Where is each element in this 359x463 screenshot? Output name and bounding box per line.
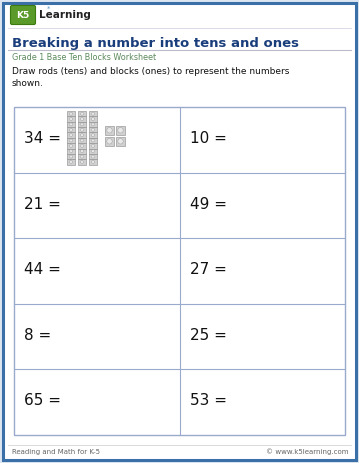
Bar [89,116,97,122]
Circle shape [92,155,94,158]
Circle shape [70,123,73,126]
Bar [89,159,97,165]
Text: © www.k5learning.com: © www.k5learning.com [266,449,349,455]
Bar [67,143,75,149]
Circle shape [92,139,94,142]
Circle shape [92,118,94,120]
Circle shape [92,128,94,131]
Bar [78,127,86,132]
Text: 53 =: 53 = [190,394,227,408]
Bar [105,137,114,146]
Text: Grade 1 Base Ten Blocks Worksheet: Grade 1 Base Ten Blocks Worksheet [12,52,156,62]
Text: *: * [47,6,51,12]
Bar [89,143,97,149]
Bar [89,132,97,138]
Text: 49 =: 49 = [190,197,227,212]
Bar [67,111,75,116]
Circle shape [80,112,84,115]
Bar [67,154,75,159]
Text: Draw rods (tens) and blocks (ones) to represent the numbers: Draw rods (tens) and blocks (ones) to re… [12,68,289,76]
Bar [78,116,86,122]
Bar [67,122,75,127]
Bar [89,127,97,132]
Circle shape [70,139,73,142]
Bar [78,138,86,143]
Circle shape [92,160,94,163]
Circle shape [92,112,94,115]
Text: 21 =: 21 = [24,197,61,212]
Bar [78,149,86,154]
Bar [67,132,75,138]
Bar [105,126,114,135]
Circle shape [92,144,94,147]
Bar [14,107,345,435]
Bar [78,132,86,138]
Circle shape [107,138,112,144]
Text: Breaking a number into tens and ones: Breaking a number into tens and ones [12,37,299,50]
Bar [89,149,97,154]
Circle shape [70,112,73,115]
Bar [78,111,86,116]
Text: K5: K5 [17,11,30,19]
Circle shape [80,139,84,142]
Circle shape [80,134,84,137]
Text: 65 =: 65 = [24,394,61,408]
Text: 34 =: 34 = [24,131,61,146]
Bar [78,122,86,127]
Bar [67,149,75,154]
Bar [89,154,97,159]
Circle shape [70,128,73,131]
Text: Reading and Math for K-5: Reading and Math for K-5 [12,449,100,455]
Text: 27 =: 27 = [190,262,227,277]
Circle shape [80,123,84,126]
Bar [67,127,75,132]
Bar [89,138,97,143]
Circle shape [70,134,73,137]
Circle shape [70,150,73,153]
FancyBboxPatch shape [10,6,36,25]
Text: shown.: shown. [12,79,44,88]
Circle shape [80,118,84,120]
Circle shape [80,128,84,131]
Circle shape [80,160,84,163]
Circle shape [70,118,73,120]
Bar [116,137,125,146]
Circle shape [70,160,73,163]
Bar [89,111,97,116]
Bar [78,154,86,159]
Circle shape [92,123,94,126]
Circle shape [80,155,84,158]
Circle shape [70,155,73,158]
Bar [78,143,86,149]
Text: 8 =: 8 = [24,328,51,343]
Bar [78,159,86,165]
Text: Learning: Learning [39,10,91,20]
Text: 10 =: 10 = [190,131,227,146]
Circle shape [92,150,94,153]
Circle shape [107,128,112,133]
Bar [67,159,75,165]
Bar [67,116,75,122]
Text: 44 =: 44 = [24,262,61,277]
Circle shape [92,134,94,137]
Circle shape [80,144,84,147]
Bar [67,138,75,143]
Circle shape [118,128,123,133]
Bar [116,126,125,135]
Circle shape [118,138,123,144]
Circle shape [70,144,73,147]
Text: 25 =: 25 = [190,328,227,343]
Circle shape [80,150,84,153]
Bar [89,122,97,127]
